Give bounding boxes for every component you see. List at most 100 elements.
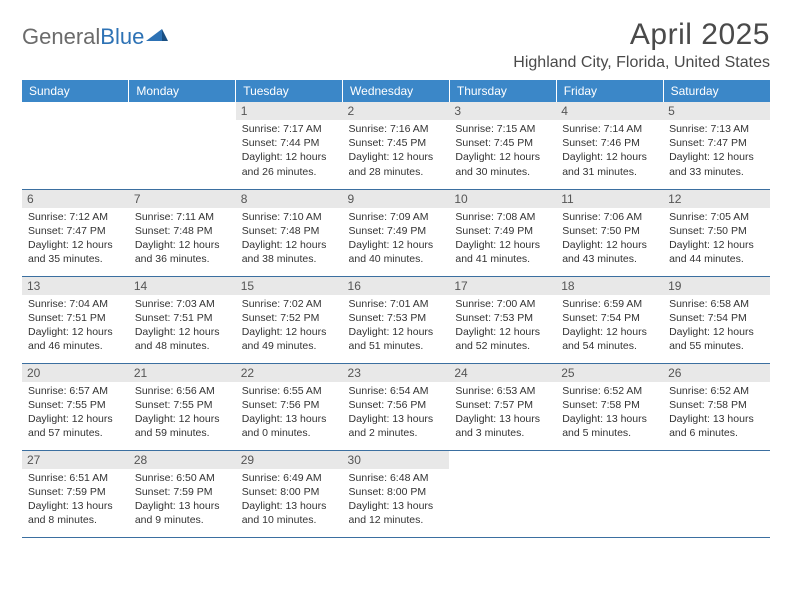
daylight-text-2: and 6 minutes. xyxy=(669,426,764,440)
daylight-text-2: and 51 minutes. xyxy=(349,339,444,353)
sunset-text: Sunset: 7:48 PM xyxy=(135,224,230,238)
day-cell: 22 Sunrise: 6:55 AMSunset: 7:56 PMDayligh… xyxy=(236,363,343,450)
daylight-text-1: Daylight: 12 hours xyxy=(349,150,444,164)
empty-cell xyxy=(663,450,770,537)
daylight-text-2: and 54 minutes. xyxy=(562,339,657,353)
daylight-text-1: Daylight: 12 hours xyxy=(455,238,550,252)
day-number: 29 xyxy=(236,451,343,469)
day-details: Sunrise: 6:48 AMSunset: 8:00 PMDaylight:… xyxy=(349,471,444,528)
daylight-text-2: and 43 minutes. xyxy=(562,252,657,266)
daylight-text-1: Daylight: 12 hours xyxy=(28,238,123,252)
day-number: 8 xyxy=(236,190,343,208)
triangle-icon xyxy=(146,27,168,48)
day-details: Sunrise: 7:14 AMSunset: 7:46 PMDaylight:… xyxy=(562,122,657,179)
sunset-text: Sunset: 7:57 PM xyxy=(455,398,550,412)
sunrise-text: Sunrise: 7:10 AM xyxy=(242,210,337,224)
day-details: Sunrise: 7:03 AMSunset: 7:51 PMDaylight:… xyxy=(135,297,230,354)
sunset-text: Sunset: 7:53 PM xyxy=(349,311,444,325)
month-title: April 2025 xyxy=(513,18,770,52)
day-cell: 14Sunrise: 7:03 AMSunset: 7:51 PMDayligh… xyxy=(129,276,236,363)
day-details: Sunrise: 7:09 AMSunset: 7:49 PMDaylight:… xyxy=(349,210,444,267)
day-cell: 9Sunrise: 7:09 AMSunset: 7:49 PMDaylight… xyxy=(343,189,450,276)
sunset-text: Sunset: 7:55 PM xyxy=(135,398,230,412)
day-cell: 27Sunrise: 6:51 AMSunset: 7:59 PMDayligh… xyxy=(22,450,129,537)
daylight-text-1: Daylight: 12 hours xyxy=(135,325,230,339)
empty-cell xyxy=(22,102,129,189)
day-details: Sunrise: 6:54 AMSunset: 7:56 PMDaylight:… xyxy=(349,384,444,441)
sunrise-text: Sunrise: 6:49 AM xyxy=(242,471,337,485)
empty-cell xyxy=(556,450,663,537)
day-details: Sunrise: 7:10 AMSunset: 7:48 PMDaylight:… xyxy=(242,210,337,267)
daylight-text-2: and 41 minutes. xyxy=(455,252,550,266)
day-cell: 23 Sunrise: 6:54 AMSunset: 7:56 PMDayligh… xyxy=(343,363,450,450)
day-cell: 10Sunrise: 7:08 AMSunset: 7:49 PMDayligh… xyxy=(449,189,556,276)
daylight-text-2: and 10 minutes. xyxy=(242,513,337,527)
day-cell: 16Sunrise: 7:01 AMSunset: 7:53 PMDayligh… xyxy=(343,276,450,363)
daylight-text-1: Daylight: 12 hours xyxy=(669,238,764,252)
day-number: 24 xyxy=(449,364,556,382)
weekday-header: Monday xyxy=(129,80,236,102)
day-details: Sunrise: 7:02 AMSunset: 7:52 PMDaylight:… xyxy=(242,297,337,354)
day-cell: 20 Sunrise: 6:57 AMSunset: 7:55 PMDayligh… xyxy=(22,363,129,450)
day-details: Sunrise: 6:58 AMSunset: 7:54 PMDaylight:… xyxy=(669,297,764,354)
day-number: 5 xyxy=(663,102,770,120)
weekday-header-row: SundayMondayTuesdayWednesdayThursdayFrid… xyxy=(22,80,770,102)
sunset-text: Sunset: 7:59 PM xyxy=(28,485,123,499)
day-cell: 13Sunrise: 7:04 AMSunset: 7:51 PMDayligh… xyxy=(22,276,129,363)
day-details: Sunrise: 6:57 AMSunset: 7:55 PMDaylight:… xyxy=(28,384,123,441)
day-cell: 17Sunrise: 7:00 AMSunset: 7:53 PMDayligh… xyxy=(449,276,556,363)
sunrise-text: Sunrise: 7:15 AM xyxy=(455,122,550,136)
daylight-text-2: and 57 minutes. xyxy=(28,426,123,440)
daylight-text-2: and 26 minutes. xyxy=(242,165,337,179)
daylight-text-1: Daylight: 12 hours xyxy=(349,238,444,252)
day-details: Sunrise: 7:08 AMSunset: 7:49 PMDaylight:… xyxy=(455,210,550,267)
sunrise-text: Sunrise: 6:58 AM xyxy=(669,297,764,311)
sunrise-text: Sunrise: 6:55 AM xyxy=(242,384,337,398)
day-details: Sunrise: 6:52 AMSunset: 7:58 PMDaylight:… xyxy=(562,384,657,441)
daylight-text-1: Daylight: 13 hours xyxy=(135,499,230,513)
daylight-text-2: and 33 minutes. xyxy=(669,165,764,179)
sunset-text: Sunset: 7:46 PM xyxy=(562,136,657,150)
daylight-text-1: Daylight: 12 hours xyxy=(242,238,337,252)
day-number: 1 xyxy=(236,102,343,120)
day-details: Sunrise: 7:12 AMSunset: 7:47 PMDaylight:… xyxy=(28,210,123,267)
day-details: Sunrise: 7:04 AMSunset: 7:51 PMDaylight:… xyxy=(28,297,123,354)
day-number: 20 xyxy=(22,364,129,382)
day-details: Sunrise: 6:51 AMSunset: 7:59 PMDaylight:… xyxy=(28,471,123,528)
day-cell: 24Sunrise: 6:53 AMSunset: 7:57 PMDayligh… xyxy=(449,363,556,450)
day-number: 22 xyxy=(236,364,343,382)
day-details: Sunrise: 7:06 AMSunset: 7:50 PMDaylight:… xyxy=(562,210,657,267)
sunrise-text: Sunrise: 6:52 AM xyxy=(562,384,657,398)
daylight-text-1: Daylight: 12 hours xyxy=(349,325,444,339)
day-cell: 19 Sunrise: 6:58 AMSunset: 7:54 PMDayligh… xyxy=(663,276,770,363)
day-number: 26 xyxy=(663,364,770,382)
sunrise-text: Sunrise: 7:03 AM xyxy=(135,297,230,311)
sunset-text: Sunset: 7:58 PM xyxy=(669,398,764,412)
day-cell: 21Sunrise: 6:56 AMSunset: 7:55 PMDayligh… xyxy=(129,363,236,450)
daylight-text-1: Daylight: 13 hours xyxy=(669,412,764,426)
sunset-text: Sunset: 7:56 PM xyxy=(242,398,337,412)
daylight-text-1: Daylight: 12 hours xyxy=(135,238,230,252)
sunset-text: Sunset: 7:48 PM xyxy=(242,224,337,238)
day-cell: 29Sunrise: 6:49 AMSunset: 8:00 PMDayligh… xyxy=(236,450,343,537)
daylight-text-1: Daylight: 13 hours xyxy=(349,412,444,426)
daylight-text-2: and 44 minutes. xyxy=(669,252,764,266)
sunrise-text: Sunrise: 6:53 AM xyxy=(455,384,550,398)
sunset-text: Sunset: 7:58 PM xyxy=(562,398,657,412)
daylight-text-1: Daylight: 12 hours xyxy=(562,150,657,164)
empty-cell xyxy=(129,102,236,189)
sunrise-text: Sunrise: 7:08 AM xyxy=(455,210,550,224)
sunrise-text: Sunrise: 7:05 AM xyxy=(669,210,764,224)
sunset-text: Sunset: 7:55 PM xyxy=(28,398,123,412)
day-cell: 15Sunrise: 7:02 AMSunset: 7:52 PMDayligh… xyxy=(236,276,343,363)
day-cell: 25Sunrise: 6:52 AMSunset: 7:58 PMDayligh… xyxy=(556,363,663,450)
sunset-text: Sunset: 7:51 PM xyxy=(28,311,123,325)
day-details: Sunrise: 6:55 AMSunset: 7:56 PMDaylight:… xyxy=(242,384,337,441)
daylight-text-2: and 12 minutes. xyxy=(349,513,444,527)
day-cell: 28Sunrise: 6:50 AMSunset: 7:59 PMDayligh… xyxy=(129,450,236,537)
day-number: 23 xyxy=(343,364,450,382)
logo-text: GeneralBlue xyxy=(22,24,144,50)
sunrise-text: Sunrise: 7:04 AM xyxy=(28,297,123,311)
day-number: 19 xyxy=(663,277,770,295)
day-number: 4 xyxy=(556,102,663,120)
